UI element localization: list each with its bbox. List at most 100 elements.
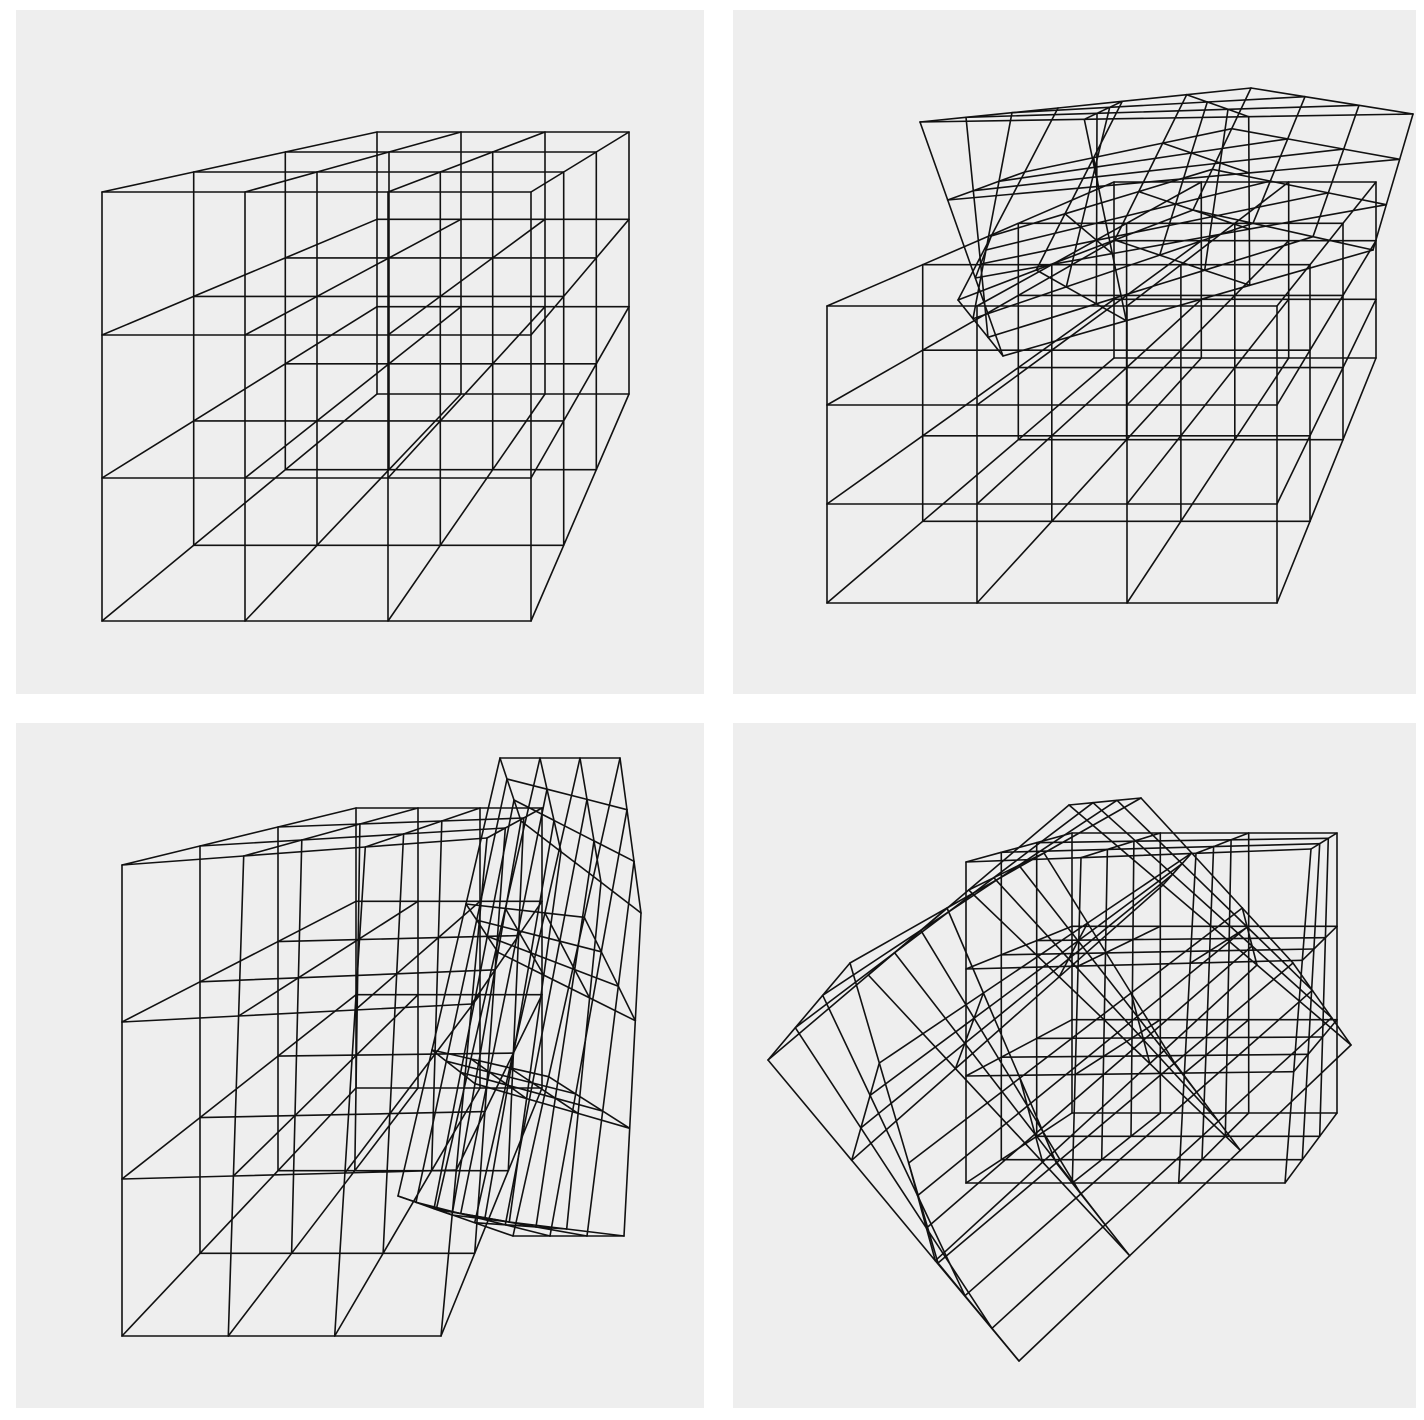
wireframe-edge [1104, 1120, 1220, 1226]
wireframe-edge [821, 929, 922, 997]
wireframe-edge [974, 263, 982, 279]
wireframe-edge [601, 985, 620, 1112]
wireframe-edge [767, 1059, 853, 1162]
wireframe-edge [595, 305, 630, 365]
wireframe-edge [473, 1066, 511, 1224]
wireframe-edge [1190, 101, 1209, 154]
wireframe-edge [237, 977, 300, 1017]
wireframe-edge [508, 912, 546, 1069]
wireframe-edge [316, 151, 390, 173]
wireframe-edge [992, 801, 1094, 879]
wireframe-edge [1086, 852, 1193, 924]
wireframe-edge [1113, 239, 1161, 256]
wireframe-edge [520, 820, 562, 853]
wireframe-edge [1192, 168, 1214, 211]
wireframe-edge [1324, 925, 1338, 939]
wireframe-edge [1018, 852, 1045, 867]
wireframe-edge [1125, 239, 1203, 297]
wireframe-edge [967, 876, 995, 891]
wireframe-edge [1125, 298, 1203, 369]
wireframe-edge [387, 171, 442, 193]
wireframe-edge [849, 907, 948, 964]
wireframe-edge [600, 881, 642, 914]
wireframe-edge [964, 1294, 993, 1330]
wireframe-edge [1064, 213, 1082, 228]
wireframe-edge [333, 1172, 346, 1337]
wireframe-edge [1301, 948, 1315, 962]
wireframe-edge [297, 938, 360, 979]
wireframe-edge [1130, 992, 1139, 1018]
wireframe-edge [965, 112, 1098, 119]
wireframe-edge [539, 757, 548, 790]
wireframe-edge [1269, 180, 1330, 194]
wireframe-edge [946, 185, 1100, 201]
wireframe-edge [1208, 845, 1215, 952]
wireframe-edge [562, 151, 598, 173]
wireframe-edge [359, 807, 419, 825]
wireframe-edge [850, 1159, 937, 1262]
wireframe-edge [826, 520, 924, 604]
wireframe-edge [1284, 1158, 1304, 1184]
wireframe-edge [586, 798, 628, 811]
wireframe-edge [1026, 1105, 1082, 1195]
wireframe-edge [1286, 138, 1345, 150]
wireframe-edge [507, 1052, 515, 1172]
wireframe-edge [1173, 1062, 1198, 1093]
wireframe-edge [1017, 298, 1115, 369]
wireframe-edge [623, 1127, 631, 1237]
wireframe-edge [1230, 87, 1252, 130]
wireframe-edge [512, 993, 543, 1054]
wireframe-edge [794, 994, 824, 1029]
wireframe-edge [434, 993, 481, 1055]
wireframe-edge [1083, 112, 1098, 121]
wireframe-edge [974, 252, 1114, 279]
wireframe-edge [1136, 926, 1249, 1018]
wireframe-edge [916, 1105, 1029, 1197]
wireframe-edge [300, 833, 405, 841]
wireframe-edge [1226, 937, 1231, 1039]
wireframe-edge [475, 778, 508, 921]
wireframe-edge [965, 116, 975, 192]
wireframe-edge [494, 934, 520, 971]
wireframe-edge [1136, 1015, 1145, 1041]
wireframe-edge [1276, 263, 1311, 307]
wireframe-edge [1083, 115, 1250, 121]
wireframe-edge [121, 1252, 201, 1337]
wireframe-edge [435, 1208, 476, 1224]
wireframe-edge [431, 1049, 448, 1063]
wireframe-edge [382, 1169, 433, 1255]
wireframe-edge [1309, 438, 1344, 523]
wireframe-edge [1250, 87, 1306, 98]
wireframe-edge [991, 1223, 1107, 1330]
wireframe-edge [1161, 142, 1193, 154]
wireframe-edge [402, 820, 443, 835]
wireframe-edge [1104, 950, 1211, 954]
wireframe-edge [634, 912, 642, 1022]
wireframe-edge [1201, 1135, 1227, 1161]
wireframe-edge [546, 788, 555, 822]
wireframe-edge [101, 171, 195, 193]
wireframe-edge [359, 820, 443, 825]
wireframe-edge [388, 393, 462, 471]
wireframe-edge [1195, 845, 1215, 855]
wireframe-edge [1000, 939, 1038, 956]
wireframe-edge [1055, 1062, 1176, 1164]
wireframe-edge [1132, 925, 1162, 941]
wireframe-edge [512, 934, 520, 1054]
wireframe-edge [1318, 1112, 1338, 1138]
wireframe-edge [921, 222, 1020, 266]
wireframe-edge [294, 977, 300, 1117]
wireframe-edge [919, 121, 949, 201]
wireframe-edge [355, 993, 419, 1056]
wireframe-edge [1095, 302, 1128, 322]
wireframe-edge [1211, 168, 1272, 182]
wireframe-edge [1126, 349, 1182, 406]
wireframe-edge [1058, 884, 1164, 978]
wireframe-edge [1116, 797, 1142, 802]
wireframe-edge [1050, 294, 1128, 352]
wireframe-edge [586, 798, 595, 842]
wireframe-edge [431, 903, 467, 1051]
wireframe-edge [1201, 1054, 1207, 1161]
wireframe-edge [946, 907, 985, 994]
wireframe-edge [1108, 101, 1209, 109]
